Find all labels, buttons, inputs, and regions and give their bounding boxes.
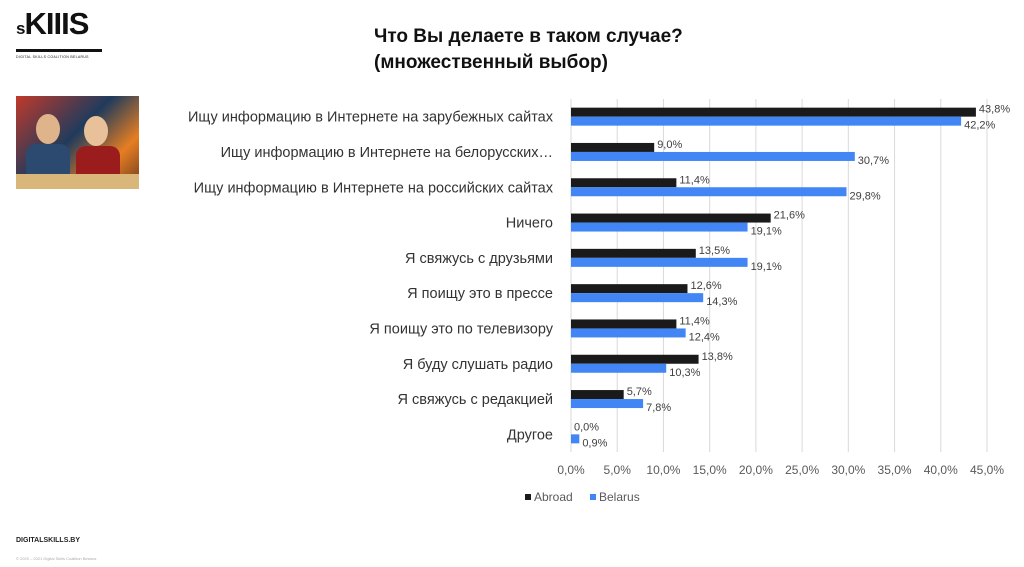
category-label: Ищу информацию в Интернете на российских…	[194, 180, 554, 196]
x-tick-label: 40,0%	[924, 463, 958, 477]
title-line: Что Вы делаете в таком случае?	[374, 26, 683, 47]
bar-abroad	[571, 178, 677, 188]
category-label: Ничего	[506, 216, 553, 232]
x-tick-label: 0,0%	[557, 463, 585, 477]
data-label: 10,3%	[669, 367, 700, 379]
category-label: Я буду слушать радио	[403, 357, 553, 373]
chart-title: Что Вы делаете в таком случае? (множеств…	[374, 24, 683, 76]
data-label: 14,3%	[706, 296, 737, 308]
data-label: 13,8%	[702, 351, 733, 363]
bar-abroad	[571, 213, 771, 223]
x-tick-label: 25,0%	[785, 463, 819, 477]
legend-swatch	[590, 494, 596, 500]
x-tick-label: 35,0%	[878, 463, 912, 477]
bar-belarus	[571, 151, 855, 161]
x-tick-label: 45,0%	[970, 463, 1004, 477]
data-label: 19,1%	[751, 261, 782, 273]
illustration-image	[16, 96, 139, 189]
data-label: 0,9%	[582, 437, 607, 449]
data-label: 5,7%	[627, 386, 652, 398]
data-label: 19,1%	[751, 226, 782, 238]
data-label: 7,8%	[646, 402, 671, 414]
legend-label: Abroad	[534, 490, 573, 504]
category-label: Ищу информацию в Интернете на зарубежных…	[188, 110, 554, 126]
bar-belarus	[571, 116, 962, 126]
data-label: 11,4%	[679, 315, 710, 327]
data-label: 12,4%	[689, 331, 720, 343]
data-label: 11,4%	[679, 174, 710, 186]
x-tick-label: 15,0%	[693, 463, 727, 477]
category-label: Я свяжусь с редакцией	[398, 392, 553, 408]
bar-belarus	[571, 257, 748, 267]
data-label: 43,8%	[979, 104, 1010, 116]
data-label: 30,7%	[858, 155, 889, 167]
bar-belarus	[571, 293, 704, 303]
legend-label: Belarus	[599, 490, 640, 504]
bar-belarus	[571, 222, 748, 232]
subtitle-line: (множественный выбор)	[374, 52, 608, 73]
bar-abroad	[571, 248, 696, 258]
data-label: 12,6%	[690, 280, 721, 292]
bar-abroad	[571, 319, 677, 329]
x-tick-label: 20,0%	[739, 463, 773, 477]
footer-copyright: © 2020 – 2021 Digital Skills Coalition B…	[16, 556, 97, 561]
data-label: 0,0%	[574, 421, 599, 433]
bar-belarus	[571, 399, 644, 409]
data-label: 21,6%	[774, 210, 805, 222]
data-label: 13,5%	[699, 245, 730, 257]
x-tick-label: 10,0%	[646, 463, 680, 477]
bar-abroad	[571, 390, 624, 400]
bar-abroad	[571, 284, 688, 294]
skills-logo: sKIIIS DIGITAL SKILLS COALITION BELARUS	[16, 8, 106, 59]
data-label: 42,2%	[964, 120, 995, 132]
data-label: 29,8%	[849, 190, 880, 202]
bar-belarus	[571, 434, 580, 444]
category-label: Я свяжусь с друзьями	[405, 251, 553, 267]
bar-belarus	[571, 363, 667, 373]
bar-belarus	[571, 187, 847, 197]
bar-abroad	[571, 142, 655, 152]
footer-site: DIGITALSKILLS.BY	[16, 537, 81, 544]
bar-abroad	[571, 107, 976, 117]
x-tick-label: 5,0%	[604, 463, 632, 477]
category-label: Я поищу это по телевизору	[369, 321, 553, 337]
bar-abroad	[571, 354, 699, 364]
data-label: 9,0%	[657, 139, 682, 151]
category-label: Ищу информацию в Интернете на белорусски…	[221, 145, 553, 161]
category-label: Другое	[507, 427, 553, 443]
x-tick-label: 30,0%	[831, 463, 865, 477]
bar-belarus	[571, 328, 686, 338]
legend-swatch	[525, 494, 531, 500]
category-label: Я поищу это в прессе	[407, 286, 553, 302]
